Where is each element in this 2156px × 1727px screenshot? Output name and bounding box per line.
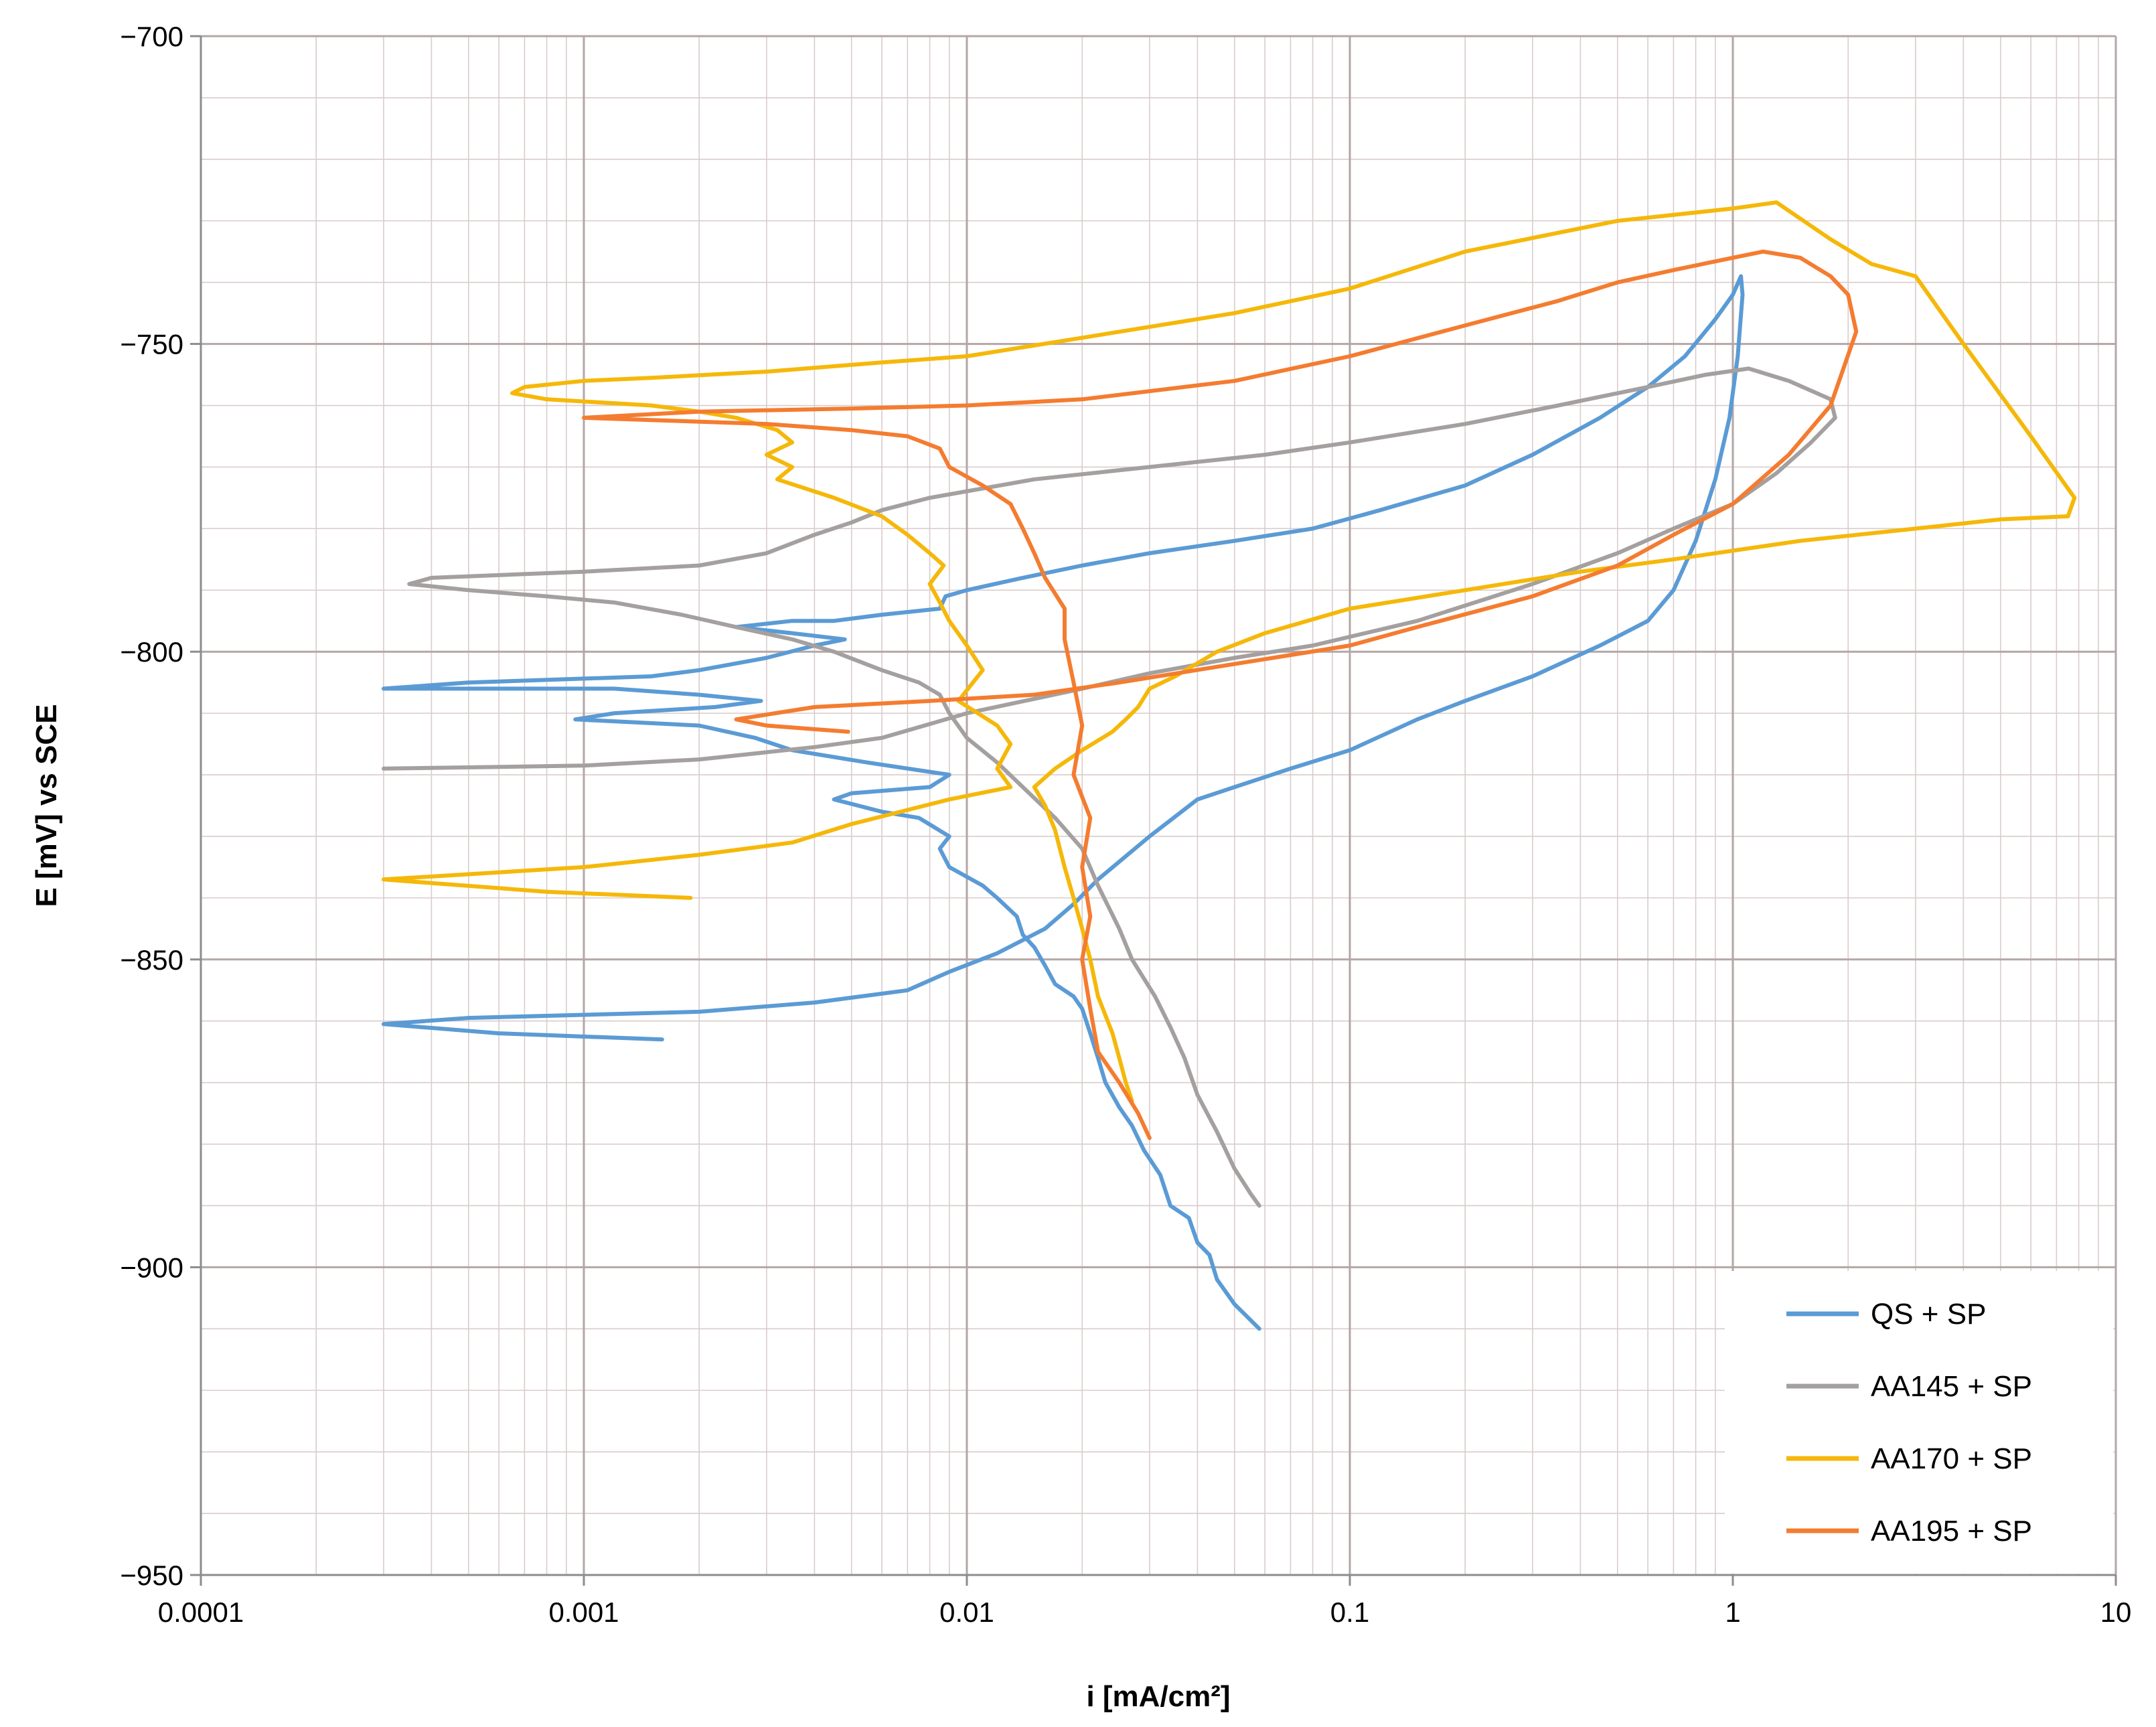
y-tick-label: −850 [120,944,183,976]
legend-label: AA195 + SP [1871,1515,2032,1548]
legend-label: AA145 + SP [1871,1370,2032,1403]
series-line-aa145-sp [381,366,1837,1208]
y-axis-title: E [mV] vs SCE [30,704,63,907]
x-tick-label: 0.1 [1330,1596,1369,1628]
y-tick-label: −950 [120,1560,183,1591]
x-axis-title: i [mA/cm²] [1086,1680,1230,1713]
x-tick-label: 10 [2100,1596,2132,1628]
x-tick-label: 1 [1725,1596,1740,1628]
y-tick-label: −900 [120,1252,183,1283]
x-tick-label: 0.01 [939,1596,994,1628]
series-line-aa195-sp [582,249,1859,1140]
x-tick-label: 0.0001 [158,1596,244,1628]
series-line-qs-sp [381,274,1745,1331]
legend-box [1725,1271,2113,1574]
legend-label: QS + SP [1871,1298,1986,1331]
series-line-aa170-sp [381,200,2077,1104]
y-tick-label: −700 [120,21,183,52]
y-tick-label: −750 [120,329,183,360]
y-tick-label: −800 [120,636,183,668]
legend-label: AA170 + SP [1871,1442,2032,1475]
x-tick-label: 0.001 [548,1596,619,1628]
